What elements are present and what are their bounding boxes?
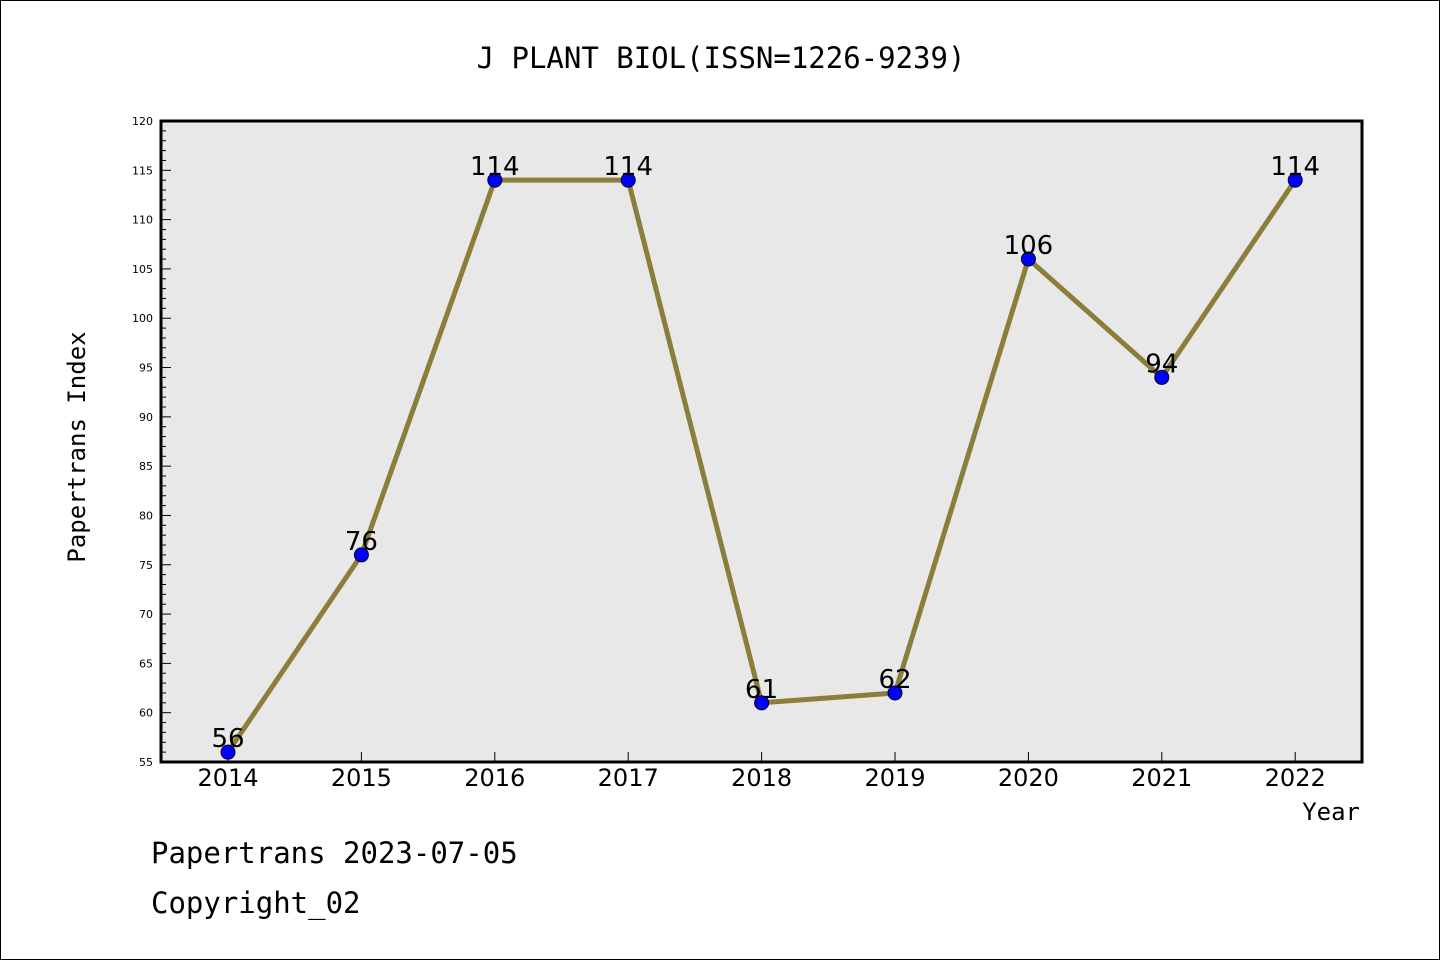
y-tick-label: 60 <box>139 707 153 720</box>
y-tick-label: 65 <box>139 657 153 670</box>
data-point <box>1287 172 1303 188</box>
data-label: 114 <box>1270 152 1320 182</box>
data-point <box>220 744 236 760</box>
data-point <box>1020 251 1036 267</box>
x-tick-label: 2017 <box>598 764 659 792</box>
data-label: 94 <box>1145 349 1178 379</box>
y-tick-label: 85 <box>139 460 153 473</box>
x-tick-label: 2021 <box>1131 764 1192 792</box>
data-point <box>353 547 369 563</box>
data-point <box>887 685 903 701</box>
data-label: 62 <box>878 665 911 695</box>
x-tick-label: 2020 <box>998 764 1059 792</box>
plot-border <box>159 119 1364 764</box>
footer-copyright: Copyright_02 <box>151 886 361 920</box>
data-label: 114 <box>603 152 653 182</box>
y-tick-label: 100 <box>132 312 153 325</box>
y-axis: 55 60 65 70 75 80 85 90 95 100 105 110 115 120 <box>132 115 171 769</box>
data-point <box>754 695 770 711</box>
data-label: 106 <box>1004 231 1054 261</box>
y-tick-label: 75 <box>139 559 153 572</box>
y-tick-label: 95 <box>139 362 153 375</box>
x-tick-label: 2015 <box>331 764 392 792</box>
y-tick-label: 105 <box>132 263 153 276</box>
series-layer: 56 76 114 114 61 62 106 94 114 <box>211 152 1320 760</box>
y-tick-label: 110 <box>132 214 153 227</box>
data-point <box>1154 369 1170 385</box>
y-tick-label: 90 <box>139 411 153 424</box>
data-point <box>487 172 503 188</box>
y-tick-label: 80 <box>139 509 153 522</box>
y-tick-label: 55 <box>139 756 153 769</box>
x-tick-label: 2022 <box>1265 764 1326 792</box>
data-label: 114 <box>470 152 520 182</box>
data-label: 56 <box>211 724 244 754</box>
chart-title: J PLANT BIOL(ISSN=1226-9239) <box>477 41 966 75</box>
data-point <box>620 172 636 188</box>
plot-area <box>161 121 1362 762</box>
x-axis: 2014 2015 2016 2017 2018 2019 2020 2021 2022 <box>197 752 1326 792</box>
x-tick-label: 2014 <box>197 764 258 792</box>
data-label: 61 <box>745 675 778 705</box>
x-axis-label: Year <box>1302 798 1360 826</box>
y-axis-label: Papertrans Index <box>63 331 91 562</box>
x-tick-label: 2018 <box>731 764 792 792</box>
data-label: 76 <box>345 527 378 557</box>
x-tick-label: 2016 <box>464 764 525 792</box>
footer-date: Papertrans 2023-07-05 <box>151 836 518 870</box>
y-tick-label: 115 <box>132 164 153 177</box>
y-tick-label: 120 <box>132 115 153 128</box>
x-tick-label: 2019 <box>864 764 925 792</box>
y-tick-label: 70 <box>139 608 153 621</box>
